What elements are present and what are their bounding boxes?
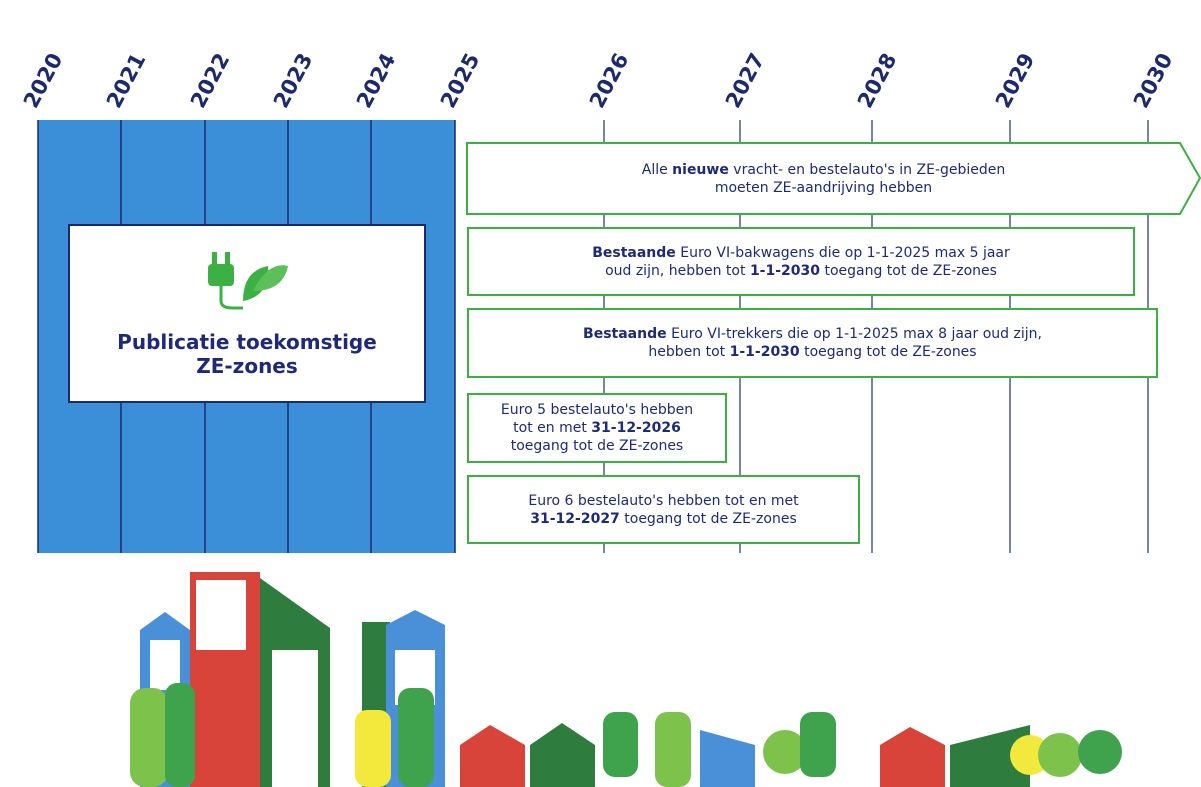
buildings — [130, 572, 1122, 787]
text-box: Alle nieuwe vracht- en bestelauto's in Z… — [467, 143, 1180, 214]
text-line: hebben tot 1-1-2030 toegang tot de ZE-zo… — [648, 343, 976, 361]
plug-leaf-icon — [198, 246, 298, 316]
text-part: Bestaande — [583, 326, 667, 342]
infographic: Publicatie toekomstigeZE-zones 202020212… — [0, 0, 1201, 787]
text-box: Bestaande Euro VI-trekkers die op 1-1-20… — [467, 308, 1158, 378]
text-line: Euro 6 bestelauto's hebben tot en met — [528, 492, 798, 510]
text-part: 31-12-2027 — [530, 511, 620, 527]
text-line: Alle nieuwe vracht- en bestelauto's in Z… — [642, 161, 1006, 179]
text-box: Bestaande Euro VI-bakwagens die op 1-1-2… — [467, 227, 1135, 296]
text-part: Euro VI-trekkers die op 1-1-2025 max 8 j… — [667, 326, 1042, 342]
text-part: oud zijn, hebben tot — [605, 263, 750, 279]
text-part: 1-1-2030 — [750, 263, 820, 279]
text-line: toegang tot de ZE-zones — [511, 437, 683, 455]
text-part: hebben tot — [648, 344, 729, 360]
text-part: toegang tot de ZE-zones — [820, 263, 997, 279]
text-line: tot en met 31-12-2026 — [513, 419, 681, 437]
text-part: tot en met — [513, 420, 591, 436]
text-part: Alle — [642, 162, 672, 178]
text-part: Euro 6 bestelauto's hebben tot en met — [528, 493, 798, 509]
text-part: Euro VI-bakwagens die op 1-1-2025 max 5 … — [676, 245, 1010, 261]
text-line: Euro 5 bestelauto's hebben — [501, 401, 693, 419]
text-part: 1-1-2030 — [730, 344, 800, 360]
text-part: nieuwe — [672, 162, 729, 178]
text-part: 31-12-2026 — [591, 420, 681, 436]
publication-line: ZE-zones — [70, 354, 424, 378]
text-part: vracht- en bestelauto's in ZE-gebieden — [729, 162, 1005, 178]
text-line: oud zijn, hebben tot 1-1-2030 toegang to… — [605, 262, 997, 280]
publication-line: Publicatie toekomstige — [70, 330, 424, 354]
text-part: Euro 5 bestelauto's hebben — [501, 402, 693, 418]
text-line: Bestaande Euro VI-trekkers die op 1-1-20… — [583, 325, 1042, 343]
text-line: Bestaande Euro VI-bakwagens die op 1-1-2… — [592, 244, 1010, 262]
text-part: toegang tot de ZE-zones — [511, 438, 683, 454]
text-line: 31-12-2027 toegang tot de ZE-zones — [530, 510, 796, 528]
text-line: moeten ZE-aandrijving hebben — [715, 179, 932, 197]
text-part: moeten ZE-aandrijving hebben — [715, 180, 932, 196]
text-part: toegang tot de ZE-zones — [620, 511, 797, 527]
text-part: toegang tot de ZE-zones — [800, 344, 977, 360]
text-part: Bestaande — [592, 245, 676, 261]
